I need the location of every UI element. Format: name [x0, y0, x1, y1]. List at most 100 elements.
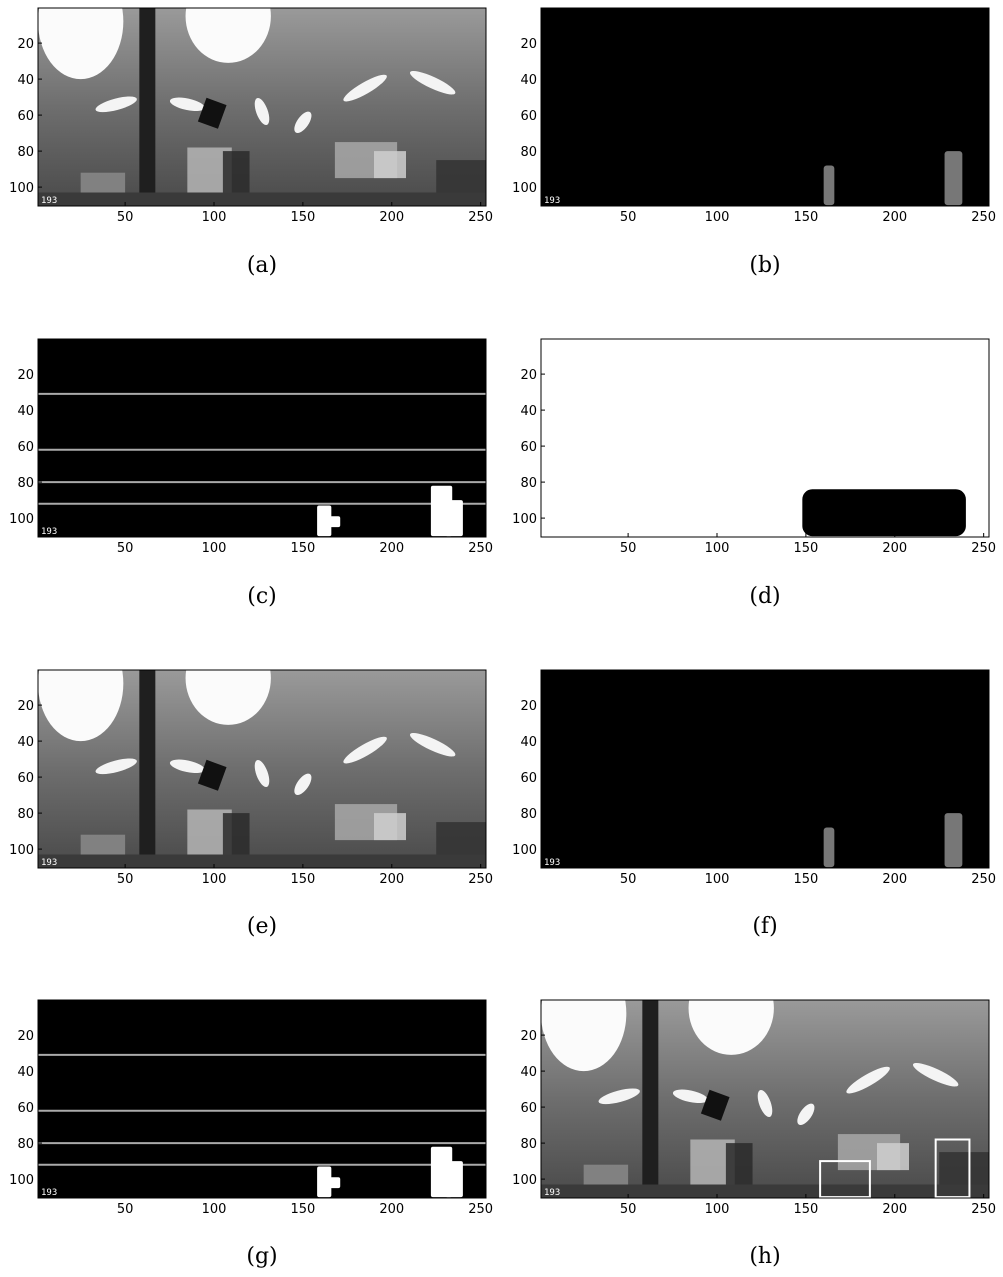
x-tick-label: 50 — [117, 210, 134, 225]
frame-number: 193 — [544, 1188, 560, 1198]
x-tick-label: 250 — [468, 872, 493, 887]
x-tick-label: 100 — [202, 1202, 227, 1217]
x-tick-label: 100 — [202, 872, 227, 887]
blob — [317, 1167, 331, 1198]
furniture — [374, 151, 406, 178]
x-tick-label: 250 — [468, 541, 493, 556]
mask-blob — [802, 489, 966, 536]
caption: (e) — [247, 914, 277, 939]
blob — [330, 516, 341, 527]
x-tick-label: 200 — [882, 1202, 907, 1217]
y-tick-label: 100 — [9, 1173, 34, 1188]
y-tick-label: 20 — [520, 37, 537, 52]
y-tick-label: 80 — [17, 807, 34, 822]
x-tick-label: 50 — [117, 1202, 134, 1217]
person — [824, 828, 835, 868]
caption: (a) — [247, 253, 277, 278]
y-tick-label: 100 — [512, 181, 537, 196]
x-tick-label: 50 — [117, 541, 134, 556]
y-tick-label: 40 — [520, 1065, 537, 1080]
x-tick-label: 150 — [793, 541, 818, 556]
image-background — [38, 339, 486, 537]
image: 193 — [541, 8, 989, 206]
y-tick-label: 100 — [9, 843, 34, 858]
figure: 193 50 100 150 200 250 20 40 60 80 100 (a) 193 50 100 1… — [0, 0, 1003, 1277]
x-tick-label: 100 — [705, 1202, 730, 1217]
y-tick-label: 60 — [17, 1101, 34, 1116]
x-tick-label: 150 — [290, 541, 315, 556]
y-tick-label: 40 — [17, 73, 34, 88]
frame-number: 193 — [41, 527, 57, 537]
y-tick-label: 80 — [520, 807, 537, 822]
x-tick-label: 250 — [468, 1202, 493, 1217]
y-tick-label: 40 — [520, 404, 537, 419]
x-tick-label: 100 — [705, 541, 730, 556]
y-tick-label: 20 — [520, 368, 537, 383]
x-tick-label: 200 — [379, 1202, 404, 1217]
y-tick-label: 80 — [17, 145, 34, 160]
caption: (b) — [749, 253, 780, 278]
y-tick-label: 20 — [520, 1029, 537, 1044]
y-tick-label: 80 — [520, 1137, 537, 1152]
blob — [445, 500, 463, 536]
y-tick-label: 60 — [520, 109, 537, 124]
x-tick-label: 100 — [202, 210, 227, 225]
y-tick-label: 60 — [520, 1101, 537, 1116]
image: 193 — [541, 956, 989, 1199]
image: 193 — [541, 339, 989, 537]
y-tick-label: 100 — [9, 181, 34, 196]
light — [186, 631, 271, 725]
y-tick-label: 80 — [520, 476, 537, 491]
y-tick-label: 60 — [520, 771, 537, 786]
y-tick-label: 80 — [17, 476, 34, 491]
frame-number: 193 — [41, 196, 57, 206]
panel: 1935010015020025020406080100(b) — [512, 8, 996, 278]
y-tick-label: 60 — [17, 440, 34, 455]
y-tick-label: 100 — [512, 512, 537, 527]
pole — [642, 1000, 658, 1198]
x-tick-label: 200 — [882, 541, 907, 556]
y-tick-label: 40 — [17, 1065, 34, 1080]
frame-number: 193 — [41, 1188, 57, 1198]
x-tick-label: 200 — [882, 210, 907, 225]
x-tick-label: 50 — [620, 1202, 637, 1217]
x-tick-label: 50 — [620, 872, 637, 887]
x-tick-label: 150 — [290, 210, 315, 225]
y-tick-label: 20 — [17, 1029, 34, 1044]
y-tick-label: 20 — [17, 37, 34, 52]
y-tick-label: 60 — [17, 109, 34, 124]
floor — [38, 193, 486, 207]
x-tick-label: 250 — [971, 210, 996, 225]
y-tick-label: 20 — [17, 368, 34, 383]
pole — [139, 670, 155, 868]
image-background — [541, 8, 989, 206]
x-tick-label: 100 — [705, 872, 730, 887]
y-tick-label: 40 — [520, 735, 537, 750]
x-tick-label: 150 — [793, 1202, 818, 1217]
light — [541, 956, 626, 1071]
x-tick-label: 150 — [290, 1202, 315, 1217]
person — [824, 166, 835, 206]
x-tick-label: 250 — [971, 541, 996, 556]
x-tick-label: 100 — [705, 210, 730, 225]
panel: 1935010015020025020406080100(e) — [9, 626, 493, 939]
y-tick-label: 40 — [17, 735, 34, 750]
blob — [445, 1161, 463, 1197]
x-tick-label: 100 — [202, 541, 227, 556]
blob — [330, 1177, 341, 1188]
x-tick-label: 50 — [117, 872, 134, 887]
y-tick-label: 100 — [512, 1173, 537, 1188]
light — [689, 961, 774, 1055]
caption: (d) — [749, 584, 780, 609]
floor — [541, 1185, 989, 1199]
x-tick-label: 250 — [971, 872, 996, 887]
x-tick-label: 200 — [379, 541, 404, 556]
y-tick-label: 20 — [520, 699, 537, 714]
x-tick-label: 250 — [971, 1202, 996, 1217]
image: 193 — [38, 0, 486, 207]
caption: (g) — [246, 1244, 277, 1269]
blob — [317, 506, 331, 537]
